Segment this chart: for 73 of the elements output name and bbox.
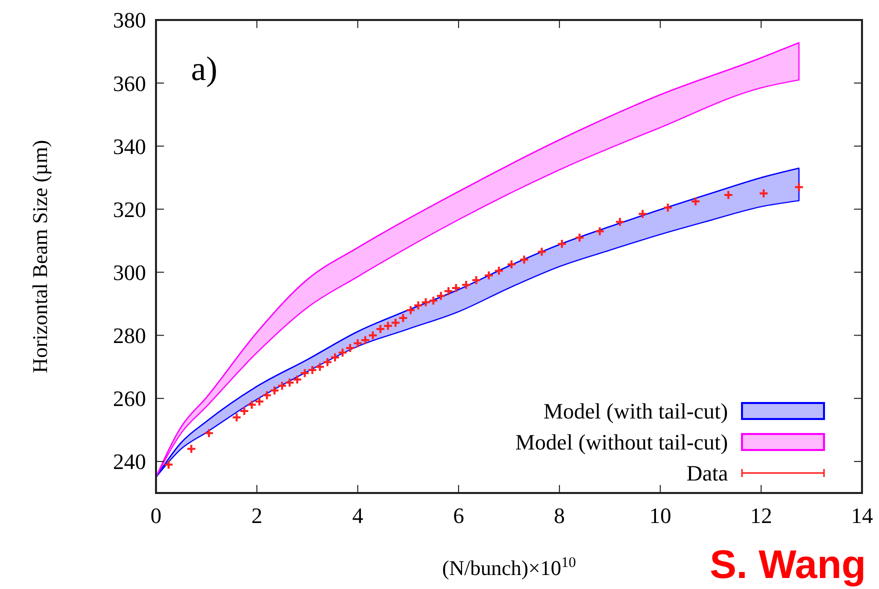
point [461, 280, 472, 290]
point [232, 412, 242, 422]
x-tick-label: 10 [649, 503, 672, 528]
text: S. Wang [710, 543, 866, 587]
point [794, 182, 804, 192]
point [506, 259, 517, 270]
y-axis-title: Horizontal Beam Size (µm) [28, 140, 52, 374]
point [352, 338, 363, 348]
x-tick-label: 8 [554, 503, 565, 528]
point [594, 226, 605, 236]
point [723, 190, 734, 200]
x-tick-label: 12 [750, 503, 772, 528]
point [614, 216, 625, 227]
point [406, 305, 416, 316]
y-tick-label: 300 [113, 260, 146, 285]
point [284, 378, 295, 388]
point [345, 342, 356, 353]
point [262, 390, 272, 400]
point [164, 460, 174, 470]
legend-label: Model (without tail-cut) [515, 430, 728, 455]
y-tick-label: 340 [113, 134, 146, 159]
y-tick-label: 260 [113, 386, 146, 412]
y-tick-label: 280 [113, 323, 146, 348]
point [300, 368, 310, 378]
y-tick-label: 380 [113, 8, 146, 33]
point [314, 362, 325, 372]
point [307, 365, 318, 376]
point [368, 330, 378, 340]
point [536, 246, 547, 257]
point [292, 374, 302, 384]
x-axis-title: (N/bunch)×10$^{10}$ [442, 555, 576, 580]
point [436, 290, 446, 301]
y-tick-label: 320 [113, 196, 146, 222]
point [239, 406, 250, 416]
point [375, 324, 386, 334]
x-tick-label: 14 [851, 503, 873, 528]
point [360, 335, 370, 346]
point [382, 320, 393, 331]
point [638, 208, 648, 219]
point [451, 283, 462, 294]
point [254, 396, 264, 407]
y-tick-label: 360 [113, 70, 146, 96]
annotation: a) [191, 51, 218, 88]
point [690, 196, 701, 206]
point [330, 352, 340, 362]
point [204, 428, 214, 438]
point [494, 266, 504, 276]
point [322, 357, 332, 368]
point [758, 188, 769, 198]
point [484, 270, 494, 280]
point [420, 297, 431, 308]
x-tick-label: 0 [150, 503, 162, 528]
legend-label: Model (with tail-cut) [543, 398, 728, 424]
x-tick-label: 2 [251, 503, 262, 528]
point [471, 275, 482, 286]
point [443, 286, 454, 296]
point [574, 232, 585, 243]
point [398, 312, 408, 323]
x-tick-label: 6 [453, 503, 464, 528]
point [413, 300, 424, 310]
x-tick-label: 4 [352, 503, 364, 528]
y-tick-label: 240 [113, 449, 146, 474]
point [390, 318, 401, 328]
point [556, 238, 567, 249]
point [338, 348, 348, 358]
point [246, 400, 257, 410]
point [277, 380, 288, 391]
point [186, 444, 196, 454]
legend-label: Data [686, 460, 728, 486]
point [662, 202, 673, 213]
point [270, 386, 280, 396]
point [428, 296, 438, 306]
point [519, 254, 530, 265]
